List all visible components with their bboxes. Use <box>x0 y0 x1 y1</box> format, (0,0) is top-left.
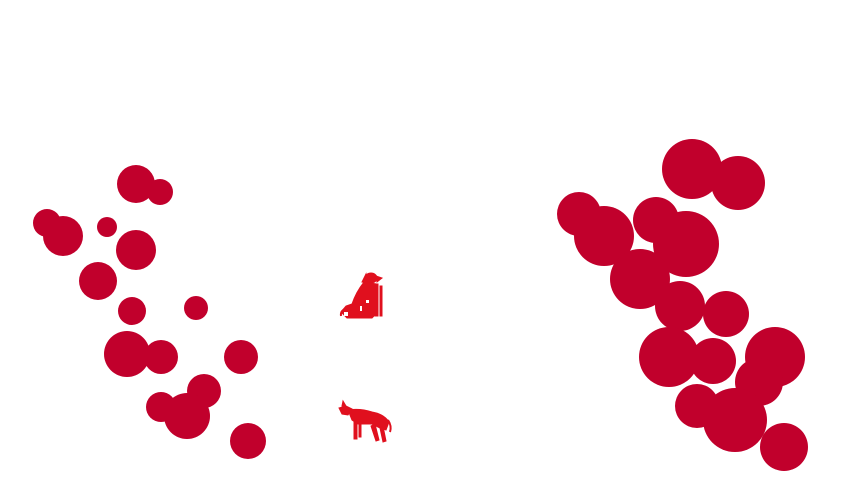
dot[interactable] <box>43 216 83 256</box>
standing-hyena-icon[interactable] <box>338 399 392 443</box>
dot[interactable] <box>118 297 146 325</box>
dot[interactable] <box>116 230 156 270</box>
right-dot-cluster <box>557 139 808 471</box>
dot[interactable] <box>104 331 150 377</box>
dot[interactable] <box>224 340 258 374</box>
left-dot-cluster <box>33 165 266 459</box>
sitting-dog-icon[interactable] <box>339 272 384 319</box>
dot[interactable] <box>574 206 634 266</box>
dot[interactable] <box>184 296 208 320</box>
dot[interactable] <box>655 281 705 331</box>
dot[interactable] <box>703 388 767 452</box>
dot[interactable] <box>653 211 719 277</box>
dot[interactable] <box>662 139 722 199</box>
dot[interactable] <box>639 327 699 387</box>
dot[interactable] <box>164 393 210 439</box>
dot[interactable] <box>703 291 749 337</box>
dot[interactable] <box>117 165 155 203</box>
dot[interactable] <box>711 156 765 210</box>
dot[interactable] <box>147 179 173 205</box>
dot[interactable] <box>97 217 117 237</box>
dot[interactable] <box>690 338 736 384</box>
dot[interactable] <box>144 340 178 374</box>
dot[interactable] <box>79 262 117 300</box>
dot[interactable] <box>610 249 670 309</box>
dot[interactable] <box>760 423 808 471</box>
dot[interactable] <box>230 423 266 459</box>
